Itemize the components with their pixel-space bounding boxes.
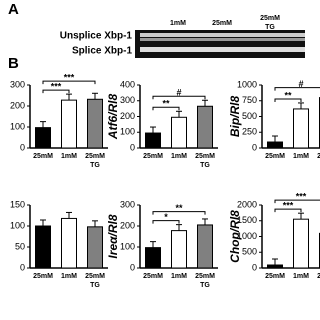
y-tick-label: 150 (10, 199, 25, 209)
y-tick-label: 0 (20, 262, 25, 272)
significance-label: * (164, 212, 168, 222)
significance-label: ** (162, 99, 170, 109)
bar (87, 98, 103, 149)
y-tick-label: 300 (120, 95, 135, 105)
x-tick-label: 1mM (61, 153, 77, 160)
y-tick-label: 0 (20, 142, 25, 152)
y-tick-label: 100 (10, 220, 25, 230)
x-tick-label: 25mM (33, 273, 53, 280)
y-tick-label: 250 (242, 127, 257, 137)
gel-row-label: Splice Xbp-1 (72, 46, 132, 57)
significance-bracket (152, 211, 206, 215)
significance-label: # (176, 88, 181, 98)
y-axis-label: Chop/Rl8 (228, 210, 242, 263)
bar (61, 99, 77, 149)
significance-bracket (42, 80, 96, 85)
x-tick-label: 25mM (143, 273, 163, 280)
x-tick-label: 25mM (33, 153, 53, 160)
bar (171, 230, 187, 269)
y-tick-label: 750 (242, 95, 257, 105)
significance-bracket (152, 95, 206, 100)
y-tick-label: 0 (252, 142, 257, 152)
panel-label: B (8, 55, 19, 72)
significance-label: *** (64, 72, 75, 82)
y-tick-label: 0 (130, 262, 135, 272)
panel-label: A (8, 1, 19, 18)
x-tick-label: 25mM (265, 273, 285, 280)
y-tick-label: 50 (15, 241, 25, 251)
y-axis-label: Bip/Rl8 (228, 96, 242, 138)
x-tick-label: 1mM (61, 273, 77, 280)
significance-label: *** (283, 201, 294, 211)
y-tick-label: 2000 (237, 199, 257, 209)
y-tick-label: 0 (130, 142, 135, 152)
significance-bracket (152, 220, 180, 224)
significance-bracket (274, 208, 302, 213)
lane-label: 25mM TG (260, 15, 280, 31)
y-tick-label: 500 (242, 111, 257, 121)
x-tick-label: 25mM (143, 153, 163, 160)
bar (35, 127, 51, 149)
y-tick-label: 1000 (237, 231, 257, 241)
bar (87, 226, 103, 269)
x-tick-label: 1mM (171, 153, 187, 160)
y-tick-label: 1000 (237, 79, 257, 89)
bar (61, 217, 77, 269)
y-axis-label: Ireα/Rl8 (106, 214, 120, 258)
significance-label: ** (175, 203, 183, 213)
bar (293, 218, 309, 269)
lane-label: 25mM (212, 20, 232, 27)
y-tick-label: 100 (120, 127, 135, 137)
significance-bracket (274, 98, 302, 102)
lane-label: 1mM (170, 20, 186, 27)
bar (197, 105, 213, 149)
y-tick-label: 300 (10, 79, 25, 89)
significance-label: # (298, 79, 303, 89)
significance-label: ** (284, 90, 292, 100)
bar (293, 108, 309, 149)
bar (35, 225, 51, 269)
y-tick-label: 500 (242, 247, 257, 257)
y-tick-label: 100 (120, 241, 135, 251)
bar (145, 132, 161, 149)
bar (267, 141, 283, 149)
bar (267, 264, 283, 269)
bar (197, 224, 213, 269)
gel (135, 30, 305, 58)
y-tick-label: 200 (10, 100, 25, 110)
significance-bracket (152, 106, 180, 111)
y-tick-label: 200 (120, 220, 135, 230)
y-tick-label: 1500 (237, 215, 257, 225)
significance-bracket (42, 89, 70, 94)
y-tick-label: 100 (10, 121, 25, 131)
significance-label: *** (296, 192, 307, 202)
bar (145, 247, 161, 269)
y-axis-label: Atf6/Rl8 (106, 94, 120, 141)
x-tick-label: 1mM (293, 273, 309, 280)
gel-row-label: Unsplice Xbp-1 (60, 31, 133, 42)
y-tick-label: 0 (252, 262, 257, 272)
x-tick-label: 25mM (265, 153, 285, 160)
x-tick-label: 1mM (293, 153, 309, 160)
y-tick-label: 300 (120, 199, 135, 209)
y-tick-label: 200 (120, 111, 135, 121)
bar (171, 116, 187, 149)
significance-bracket (274, 87, 320, 91)
significance-label: *** (51, 81, 62, 91)
x-tick-label: 1mM (171, 273, 187, 280)
significance-bracket (274, 199, 320, 204)
y-tick-label: 400 (120, 79, 135, 89)
